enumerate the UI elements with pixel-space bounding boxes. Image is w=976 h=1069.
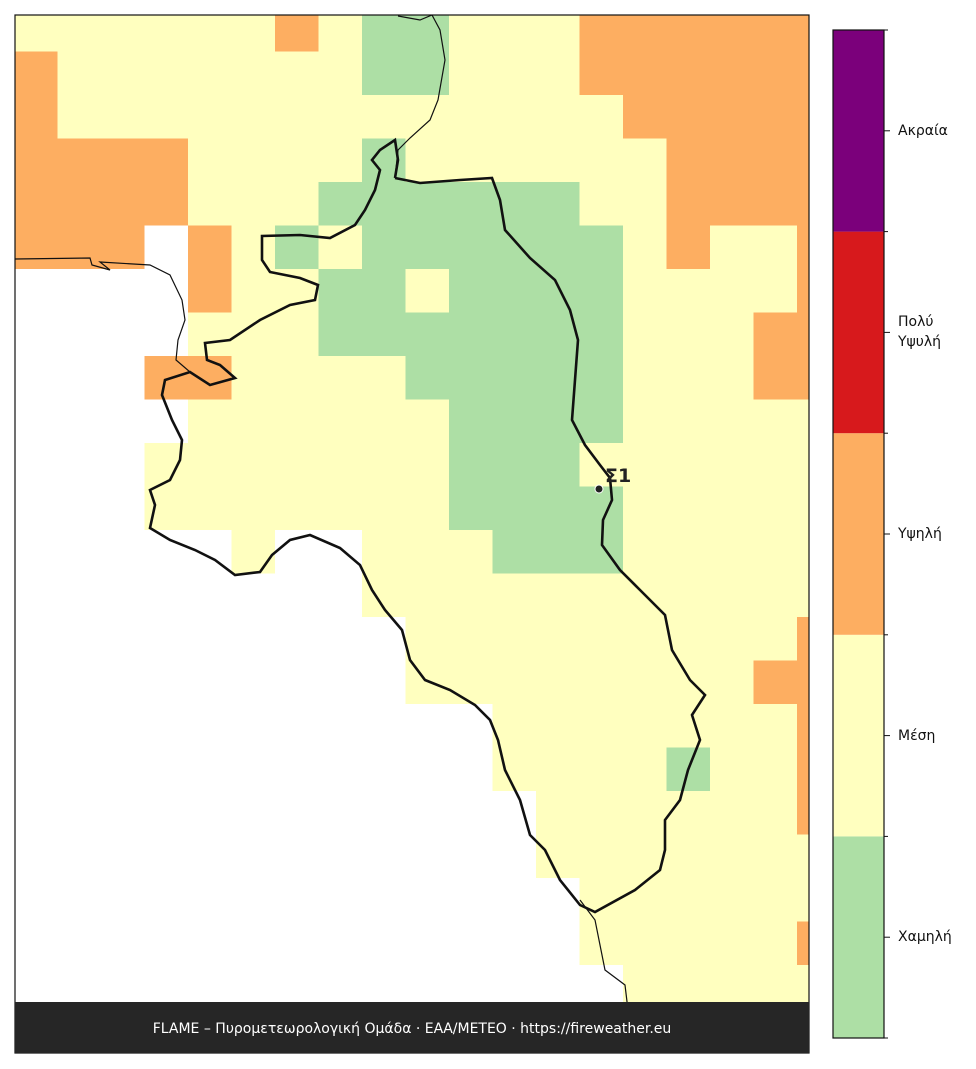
- grid-cell: [362, 225, 623, 269]
- grid-cell: [797, 617, 809, 835]
- borders: [15, 15, 707, 1011]
- grid-cell: [15, 269, 188, 356]
- legend-label: Χαμηλή: [898, 929, 952, 946]
- grid-cell: [144, 225, 188, 269]
- grid-cell: [15, 51, 58, 139]
- grid-cell: [15, 617, 406, 704]
- legend-label: Υψηλή: [898, 526, 942, 542]
- legend-label: Μέση: [898, 727, 936, 744]
- colorbar-segment: [833, 30, 884, 232]
- station-marker: [594, 484, 604, 494]
- coastline: [15, 15, 629, 1011]
- grid-cell: [275, 225, 319, 269]
- grid-cell: [449, 486, 623, 530]
- grid-cell: [15, 356, 145, 400]
- grid-cell: [797, 921, 809, 965]
- legend-label: Ακραία: [898, 122, 948, 139]
- colorbar-segment: [833, 433, 884, 635]
- grid-cell: [797, 225, 809, 313]
- grid-cell: [753, 660, 797, 704]
- grid-cell: [144, 356, 232, 400]
- colorbar-segment: [833, 231, 884, 434]
- risk-grid: [15, 15, 809, 1053]
- footer-text: FLAME – Πυρομετεωρολογική Ομάδα · ΕΑΑ/ME…: [153, 1021, 672, 1037]
- region-border: [148, 137, 707, 914]
- grid-cell: [15, 704, 493, 791]
- colorbar: [833, 29, 890, 1039]
- grid-cell: [405, 356, 623, 400]
- grid-cell: [579, 15, 809, 95]
- grid-cell: [666, 138, 809, 226]
- grid-cell: [15, 399, 188, 443]
- station-label: Σ1: [605, 465, 631, 487]
- grid-cell: [666, 225, 710, 269]
- colorbar-segment: [833, 634, 884, 837]
- grid-cell: [15, 443, 145, 530]
- grid-cell: [318, 269, 406, 356]
- grid-cell: [15, 530, 232, 574]
- grid-cell: [15, 878, 580, 965]
- grid-cell: [275, 15, 319, 52]
- grid-cell: [318, 182, 580, 226]
- grid-cell: [275, 530, 362, 574]
- colorbar-segment: [833, 836, 884, 1038]
- grid-cell: [15, 138, 188, 226]
- footer-bar: [15, 1002, 809, 1053]
- grid-cell: [449, 399, 623, 443]
- grid-cell: [15, 225, 145, 269]
- grid-cell: [15, 573, 362, 617]
- colorbar-frame: [832, 29, 885, 1039]
- grid-cell: [188, 225, 232, 313]
- grid-cell: [449, 443, 580, 487]
- legend-label: Πολύ Υψυλή: [898, 314, 942, 351]
- grid-cell: [623, 95, 809, 139]
- grid-cell: [449, 269, 623, 356]
- grid-cell: [362, 15, 449, 95]
- grid-cell: [15, 791, 536, 878]
- grid-cell: [405, 312, 449, 356]
- grid-cell: [753, 312, 809, 400]
